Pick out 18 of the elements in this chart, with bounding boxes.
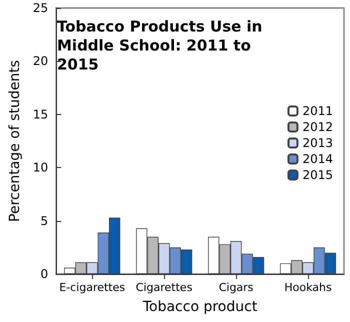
y-axis-title: Percentage of students xyxy=(7,60,23,222)
legend-label: 2012 xyxy=(302,120,334,134)
text: Tobacco Products Use in Middle School: 2011 to 2015 xyxy=(57,18,268,74)
x-tick-label: Cigars xyxy=(218,281,254,294)
x-tick-label: Cigarettes xyxy=(136,281,193,294)
legend-label: 2014 xyxy=(302,152,334,166)
x-tick-label: Hookahs xyxy=(284,281,332,294)
y-tick-label: 10 xyxy=(32,160,48,175)
x-axis-title: Tobacco product xyxy=(142,299,258,315)
legend-label: 2013 xyxy=(302,136,334,150)
legend-label: 2011 xyxy=(302,104,334,118)
x-tick-label: E-cigarettes xyxy=(59,281,126,294)
y-tick-label: 25 xyxy=(32,1,48,15)
y-tick-label: 5 xyxy=(40,214,48,228)
legend-label: 2015 xyxy=(302,168,334,182)
y-tick-label: 15 xyxy=(32,107,48,122)
y-tick-label: 20 xyxy=(32,54,48,68)
y-tick-label: 0 xyxy=(40,267,48,281)
